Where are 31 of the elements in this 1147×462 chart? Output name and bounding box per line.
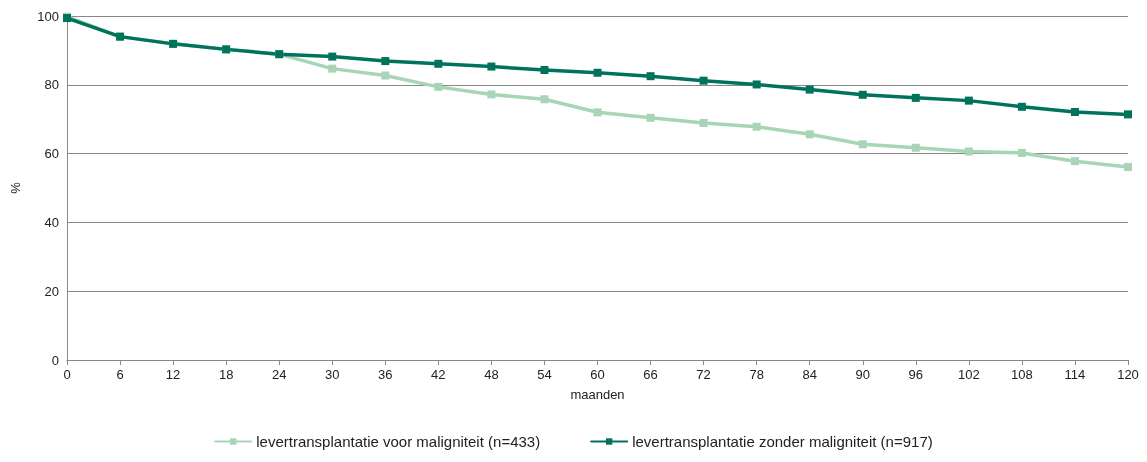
legend-label: levertransplantatie voor maligniteit (n=433) [256,433,541,450]
x-tick-label: 84 [802,367,817,382]
x-tick-label: 72 [696,367,711,382]
x-axis-title: maanden [570,387,625,402]
x-tick-label: 96 [908,367,924,382]
y-tick-label: 60 [44,146,59,162]
y-tick-label: 0 [51,352,59,368]
x-tick-label: 18 [218,367,234,382]
y-tick-label: 20 [44,283,59,299]
x-tick-label: 54 [537,367,552,382]
x-tick-label: 66 [643,367,658,382]
x-tick-label: 0 [63,367,71,382]
x-tick-label: 102 [958,367,980,382]
legend-label: levertransplantatie zonder maligniteit (n=917) [632,433,933,450]
x-tick-label: 24 [271,367,287,382]
y-tick-label: 100 [37,8,59,24]
x-tick-label: 90 [855,367,870,382]
x-tick-label: 108 [1011,367,1033,382]
x-tick-label: 78 [749,367,764,382]
x-tick-label: 6 [116,367,124,382]
x-tick-label: 48 [484,367,499,382]
y-axis-title: % [8,181,23,194]
x-tick-label: 120 [1117,367,1139,382]
y-tick-label: 80 [44,77,59,93]
x-tick-label: 60 [590,367,605,382]
x-tick-label: 12 [165,367,181,382]
x-tick-label: 42 [431,367,446,382]
x-tick-label: 36 [378,367,393,382]
y-tick-label: 40 [44,214,59,230]
x-tick-label: 30 [325,367,340,382]
x-tick-label: 114 [1064,367,1086,382]
